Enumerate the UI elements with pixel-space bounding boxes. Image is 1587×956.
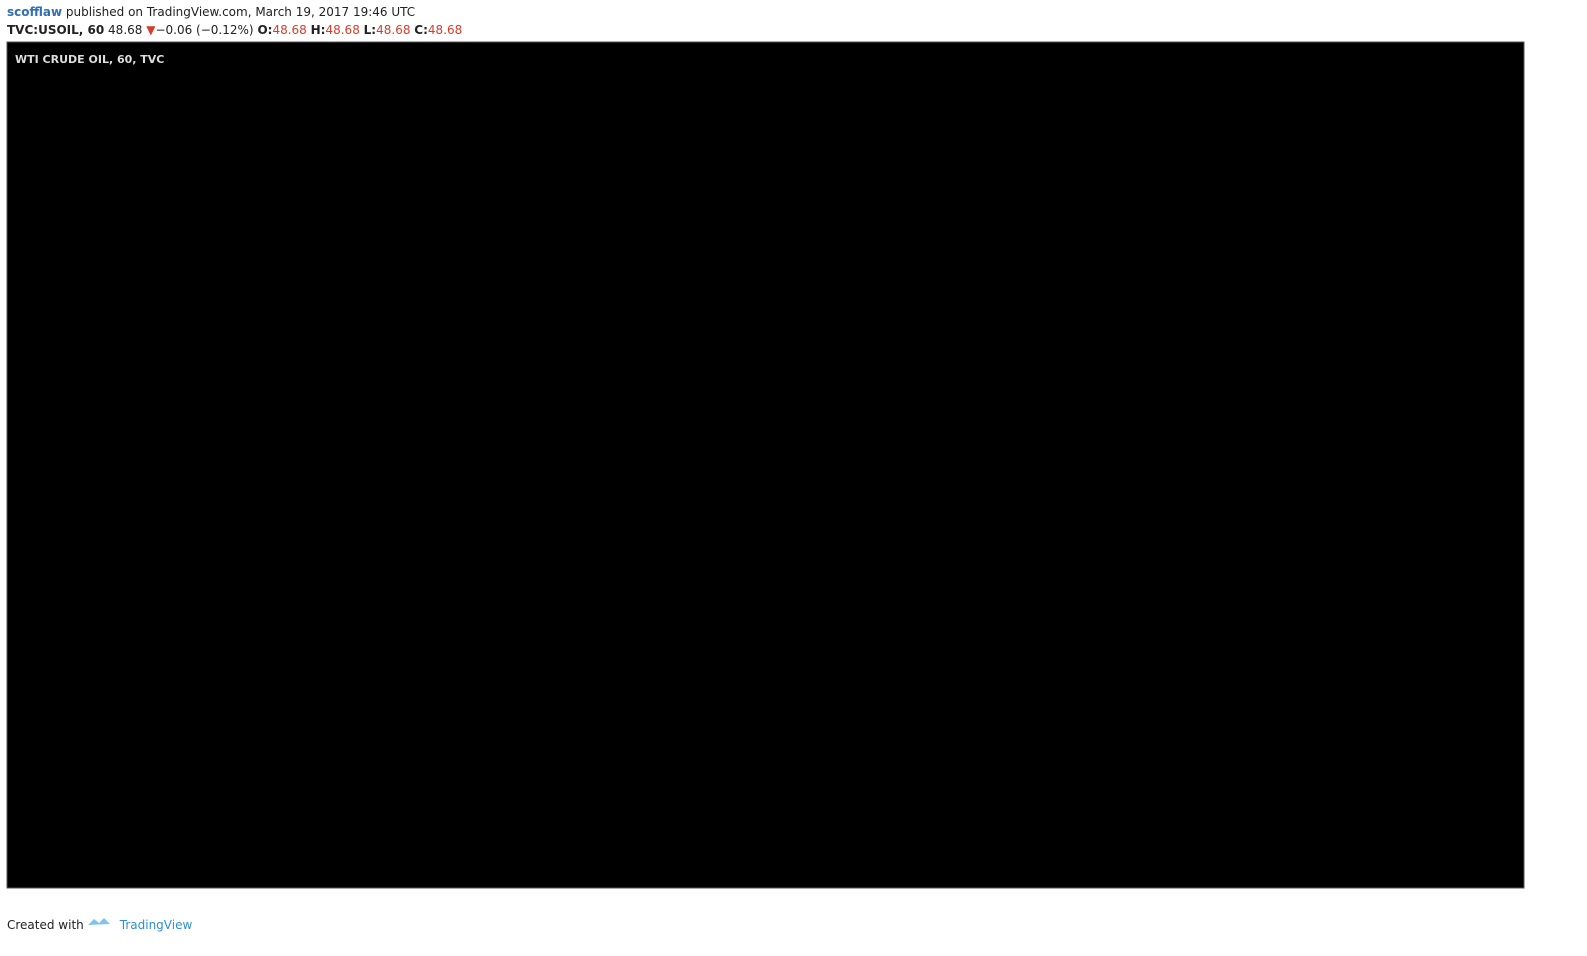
header: scofflaw published on TradingView.com, M…: [7, 3, 462, 39]
ohlc-label: C:: [414, 23, 428, 37]
y-axis-panel: [1524, 42, 1587, 888]
plot-area: [6, 41, 1525, 889]
ohlc: O:48.68 H:48.68 L:48.68 C:48.68: [257, 23, 462, 37]
footer: Created with TradingView: [7, 918, 192, 932]
author: scofflaw: [7, 5, 63, 19]
ohlc-value: 48.68: [272, 23, 307, 37]
ohlc-value: 48.68: [376, 23, 411, 37]
ohlc-label: H:: [310, 23, 326, 37]
symbol: TVC:USOIL, 60: [7, 23, 105, 37]
ohlc-label: O:: [257, 23, 273, 37]
header-line: scofflaw published on TradingView.com, M…: [7, 3, 462, 21]
published: published on TradingView.com, March 19, …: [65, 5, 416, 19]
logo: [88, 918, 110, 925]
last: 48.68: [108, 23, 143, 37]
ohlc-value: 48.68: [427, 23, 463, 37]
chart-title: WTI CRUDE OIL, 60, TVC: [15, 53, 164, 66]
ohlc-value: 48.68: [325, 23, 360, 37]
created: Created with: [7, 918, 84, 932]
header-line: TVC:USOIL, 60 48.68 ▼−0.06 (−0.12%) O:48…: [7, 21, 462, 39]
change: −0.06 (−0.12%): [155, 23, 254, 37]
brand: TradingView: [119, 918, 193, 932]
ohlc-label: L:: [363, 23, 377, 37]
arrow: ▼: [146, 23, 156, 37]
